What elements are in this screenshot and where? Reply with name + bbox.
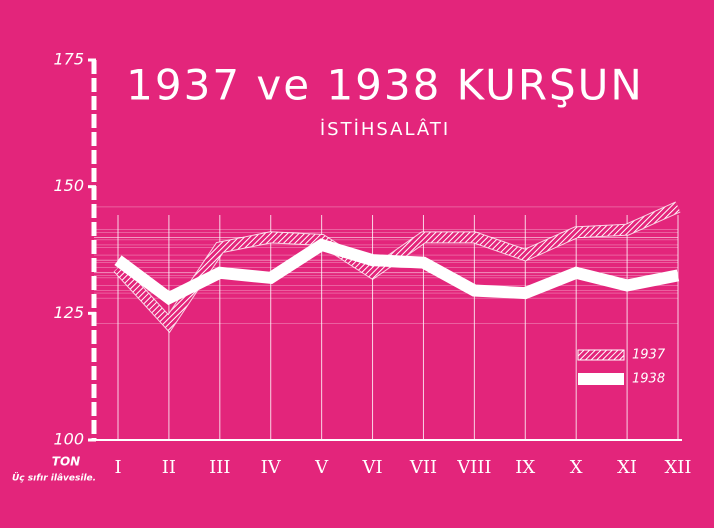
chart-subtitle: İSTİHSALÂTI: [320, 118, 450, 140]
legend-label: 1937: [632, 348, 666, 363]
x-tick-label: V: [314, 457, 329, 478]
x-tick-label: I: [114, 457, 121, 478]
x-tick-label: X: [570, 457, 583, 478]
x-tick-label: VI: [361, 457, 382, 478]
x-tick-label: XI: [617, 457, 637, 478]
y-tick-label: 125: [53, 303, 84, 322]
x-tick-label: IV: [261, 457, 282, 478]
legend-label: 1938: [632, 372, 665, 387]
x-tick-label: II: [162, 457, 176, 478]
series-line: [114, 238, 680, 306]
legend-swatch: [578, 373, 624, 385]
x-tick-label: IX: [515, 457, 535, 478]
y-tick-label: 175: [53, 50, 84, 69]
y-tick-label: 150: [53, 176, 84, 195]
x-tick-label: VIII: [456, 457, 491, 478]
legend-swatch: [577, 349, 625, 361]
x-tick-label: III: [209, 457, 230, 478]
note: Üç sıfır ilâvesile.: [12, 473, 96, 484]
chart-title: 1937 ve 1938 KURŞUN: [126, 61, 644, 110]
x-tick-label: XII: [664, 457, 691, 478]
y-tick-label: 100: [53, 430, 84, 449]
x-tick-label: VII: [409, 457, 437, 478]
y-axis-label: TON: [52, 455, 80, 469]
series-line: [114, 202, 681, 332]
